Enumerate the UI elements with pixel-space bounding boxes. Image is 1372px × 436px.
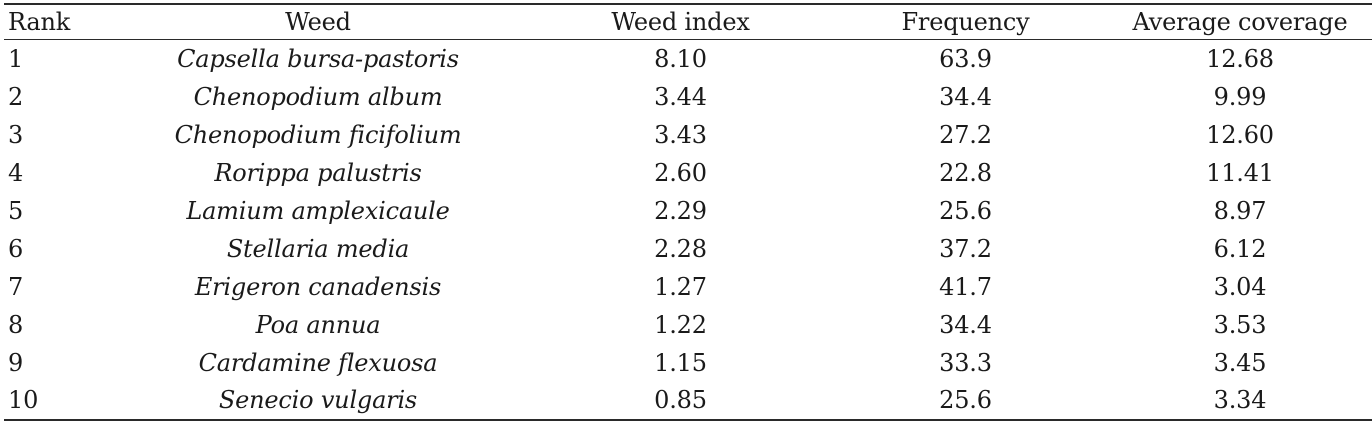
cell-rank: 3 <box>8 120 24 149</box>
cell-rank: 9 <box>8 348 24 377</box>
cell-frequency: 33.3 <box>939 348 992 377</box>
cell-rank: 2 <box>8 82 24 111</box>
table-row: 3 Chenopodium ficifolium 3.43 27.2 12.60 <box>4 116 1372 154</box>
cell-weed-index: 1.22 <box>654 310 707 339</box>
cell-average-coverage: 3.04 <box>1213 272 1267 301</box>
cell-average-coverage: 12.68 <box>1206 44 1274 73</box>
table-row: 2 Chenopodium album 3.44 34.4 9.99 <box>4 78 1372 116</box>
cell-weed-index: 2.29 <box>654 196 707 225</box>
cell-weed: Rorippa palustris <box>214 158 422 187</box>
cell-weed-index: 3.43 <box>654 120 707 149</box>
table-row: 9 Cardamine flexuosa 1.15 33.3 3.45 <box>4 344 1372 382</box>
table-row: 4 Rorippa palustris 2.60 22.8 11.41 <box>4 154 1372 192</box>
cell-weed-index: 2.60 <box>654 158 707 187</box>
header-row: Rank Weed Weed index Frequency Average c… <box>4 4 1372 40</box>
weed-ranking-table: Rank Weed Weed index Frequency Average c… <box>4 3 1372 421</box>
cell-frequency: 63.9 <box>939 44 992 73</box>
header-weed: Weed <box>285 8 351 36</box>
cell-average-coverage: 8.97 <box>1213 196 1267 225</box>
weed-ranking-table-container: Rank Weed Weed index Frequency Average c… <box>4 3 1372 421</box>
cell-rank: 4 <box>8 158 24 187</box>
table-row: 5 Lamium amplexicaule 2.29 25.6 8.97 <box>4 192 1372 230</box>
cell-weed-index: 2.28 <box>654 234 707 263</box>
cell-rank: 7 <box>8 272 24 301</box>
cell-weed: Cardamine flexuosa <box>198 348 438 377</box>
cell-rank: 8 <box>8 310 24 339</box>
table-row: 10 Senecio vulgaris 0.85 25.6 3.34 <box>4 382 1372 420</box>
cell-weed-index: 8.10 <box>654 44 707 73</box>
cell-weed: Chenopodium album <box>193 82 443 111</box>
cell-frequency: 41.7 <box>939 272 992 301</box>
cell-weed: Erigeron canadensis <box>194 272 442 301</box>
cell-average-coverage: 3.45 <box>1213 348 1267 377</box>
cell-average-coverage: 3.34 <box>1213 386 1267 414</box>
cell-average-coverage: 3.53 <box>1213 310 1267 339</box>
cell-frequency: 25.6 <box>939 386 992 414</box>
cell-frequency: 27.2 <box>939 120 992 149</box>
cell-weed: Lamium amplexicaule <box>186 196 450 225</box>
cell-frequency: 37.2 <box>939 234 992 263</box>
cell-average-coverage: 11.41 <box>1206 158 1274 187</box>
cell-weed-index: 1.27 <box>654 272 707 301</box>
cell-weed: Capsella bursa-pastoris <box>177 44 459 73</box>
cell-average-coverage: 9.99 <box>1213 82 1267 111</box>
cell-weed-index: 1.15 <box>654 348 707 377</box>
cell-rank: 1 <box>8 44 24 73</box>
table-header: Rank Weed Weed index Frequency Average c… <box>4 4 1372 40</box>
cell-weed-index: 3.44 <box>654 82 707 111</box>
cell-weed: Chenopodium ficifolium <box>174 120 462 149</box>
cell-average-coverage: 12.60 <box>1206 120 1274 149</box>
cell-frequency: 34.4 <box>939 310 992 339</box>
table-row: 6 Stellaria media 2.28 37.2 6.12 <box>4 230 1372 268</box>
table-row: 8 Poa annua 1.22 34.4 3.53 <box>4 306 1372 344</box>
cell-average-coverage: 6.12 <box>1213 234 1267 263</box>
header-average-coverage: Average coverage <box>1132 8 1348 36</box>
cell-weed: Senecio vulgaris <box>218 386 418 414</box>
header-weed-index: Weed index <box>611 8 750 36</box>
header-rank: Rank <box>8 8 71 36</box>
cell-weed: Stellaria media <box>226 234 410 263</box>
cell-weed-index: 0.85 <box>654 386 707 414</box>
cell-frequency: 22.8 <box>939 158 992 187</box>
header-frequency: Frequency <box>901 8 1030 36</box>
cell-frequency: 34.4 <box>939 82 992 111</box>
cell-frequency: 25.6 <box>939 196 992 225</box>
cell-rank: 5 <box>8 196 24 225</box>
table-body: 1 Capsella bursa-pastoris 8.10 63.9 12.68 2 Ch… <box>4 40 1372 420</box>
cell-rank: 10 <box>8 386 39 414</box>
cell-rank: 6 <box>8 234 24 263</box>
cell-weed: Poa annua <box>255 310 381 339</box>
table-row: 7 Erigeron canadensis 1.27 41.7 3.04 <box>4 268 1372 306</box>
table-row: 1 Capsella bursa-pastoris 8.10 63.9 12.68 <box>4 40 1372 78</box>
